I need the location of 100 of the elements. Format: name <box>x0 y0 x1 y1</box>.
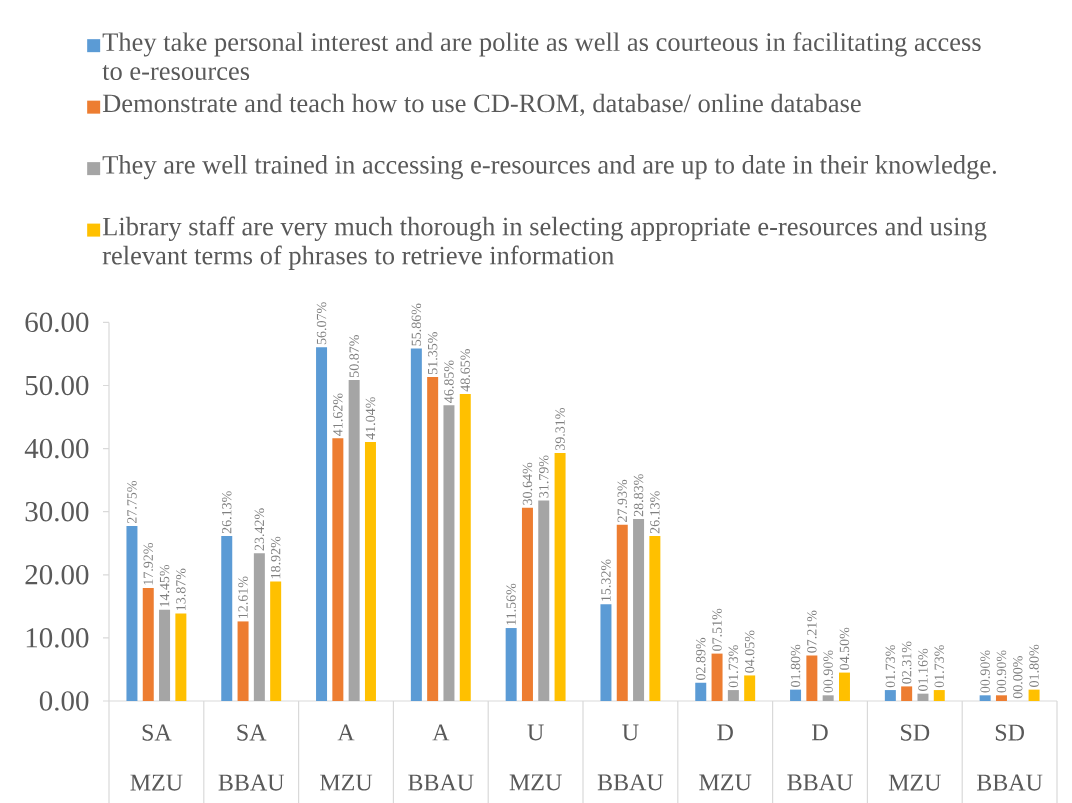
legend-label: Demonstrate and teach how to use CD-ROM, database/ online database <box>102 93 861 117</box>
data-label: 17.92% <box>143 543 154 585</box>
category-label: A MZU <box>320 724 373 791</box>
category-label: U BBAU <box>597 724 664 791</box>
data-label: 02.31% <box>901 641 912 684</box>
data-label: 30.64% <box>522 462 533 505</box>
data-label: 23.42% <box>254 508 265 551</box>
bar <box>727 690 739 701</box>
bar <box>711 653 723 701</box>
bar <box>806 655 818 701</box>
category-label: SA MZU <box>130 724 183 791</box>
y-tick-label: 20.00 <box>25 564 89 585</box>
bar <box>1028 689 1040 701</box>
bar <box>348 380 360 701</box>
data-label: 00.90% <box>996 650 1007 693</box>
category-label: SA BBAU <box>218 724 285 791</box>
data-label: 04.50% <box>839 627 850 670</box>
category-label: SD BBAU <box>976 724 1043 791</box>
data-label: 48.65% <box>460 349 471 392</box>
data-label: 13.87% <box>176 568 186 611</box>
bar <box>253 553 265 701</box>
bar <box>538 500 550 701</box>
category-label: D BBAU <box>787 724 853 791</box>
data-label: 00.90% <box>823 650 833 693</box>
y-tick-label: 50.00 <box>25 375 89 396</box>
y-tick-label: 30.00 <box>25 501 89 522</box>
y-tick-label: 40.00 <box>24 438 89 459</box>
bar <box>790 689 802 701</box>
bar <box>364 442 376 701</box>
data-label: 26.13% <box>221 491 232 534</box>
bar <box>649 536 661 701</box>
data-label: 56.07% <box>316 302 327 345</box>
category-label: SD MZU <box>888 724 941 791</box>
data-label: 01.80% <box>1029 644 1039 687</box>
bar <box>443 405 455 701</box>
bar <box>884 690 896 701</box>
bar <box>126 525 138 701</box>
category-label: D MZU <box>699 724 752 791</box>
bar <box>505 628 517 701</box>
legend-label: They take personal interest and are polite as well as courteous in facilitating access to e-resources <box>102 32 981 81</box>
data-label: 01.73% <box>885 645 896 688</box>
bar <box>995 695 1007 701</box>
data-label: 02.89% <box>696 637 706 681</box>
y-tick-label: 10.00 <box>26 628 89 648</box>
data-label: 28.83% <box>633 474 644 517</box>
data-label: 46.85% <box>444 360 454 403</box>
y-tick-label: 60.00 <box>25 312 89 333</box>
data-label: 41.62% <box>333 393 343 436</box>
bar <box>237 621 249 701</box>
data-label: 51.35% <box>427 332 438 374</box>
bar <box>159 609 171 701</box>
data-label: 01.16% <box>918 648 928 691</box>
bar <box>822 695 834 701</box>
data-label: 27.93% <box>617 479 628 522</box>
bar <box>979 695 991 701</box>
bar <box>316 347 328 701</box>
bar <box>459 394 471 701</box>
legend-label: They are well trained in accessing e-resources and are up to date in their knowledge. <box>102 155 996 180</box>
data-label: 27.75% <box>127 481 137 524</box>
category-label: A BBAU <box>408 724 474 791</box>
bar <box>838 672 850 701</box>
data-label: 15.32% <box>601 559 611 601</box>
bar <box>744 675 756 701</box>
bar <box>616 524 628 701</box>
bar <box>633 519 645 701</box>
bar <box>270 581 282 701</box>
bar <box>917 693 929 701</box>
data-label: 12.61% <box>238 576 248 618</box>
bar <box>410 348 422 701</box>
category-label: U MZU <box>509 724 562 791</box>
data-label: 01.73% <box>934 645 945 688</box>
data-label: 01.80% <box>790 644 801 687</box>
bar <box>521 507 533 701</box>
bar <box>142 587 154 701</box>
bar <box>901 686 913 701</box>
data-label: 07.51% <box>712 608 722 651</box>
bar <box>175 613 187 701</box>
data-label: 00.90% <box>980 650 990 693</box>
data-label: 55.86% <box>411 303 422 346</box>
data-label: 01.73% <box>728 645 739 688</box>
data-label: 04.05% <box>744 630 755 673</box>
data-label: 14.45% <box>159 564 170 607</box>
data-label: 41.04% <box>365 397 376 440</box>
data-label: 11.56% <box>506 583 516 625</box>
bar <box>933 690 945 701</box>
y-tick-label: 0.00 <box>39 691 89 711</box>
data-label: 31.79% <box>539 455 549 498</box>
data-label: 18.92% <box>270 536 281 579</box>
data-label: 50.87% <box>349 335 359 377</box>
data-label: 26.13% <box>650 491 660 534</box>
data-label: 07.21% <box>807 610 817 653</box>
bar <box>427 376 439 701</box>
data-label: 39.31% <box>555 408 565 451</box>
bar <box>332 438 344 701</box>
legend-label: Library staff are very much thorough in selecting appropriate e-resources and using relevant terms of phrases to retrieve information <box>102 216 987 270</box>
bar <box>695 682 707 701</box>
bar <box>600 604 612 701</box>
bar <box>221 536 233 701</box>
data-label: 00.00% <box>1013 656 1023 699</box>
bar <box>554 452 566 701</box>
